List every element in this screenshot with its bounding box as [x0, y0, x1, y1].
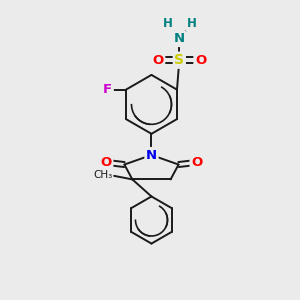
Text: S: S — [174, 53, 184, 67]
Text: N: N — [146, 148, 157, 161]
Text: H: H — [187, 17, 196, 30]
Text: CH₃: CH₃ — [93, 170, 112, 180]
Text: O: O — [152, 54, 164, 67]
Text: O: O — [100, 156, 112, 169]
Text: H: H — [163, 17, 173, 30]
Text: O: O — [191, 156, 202, 169]
Text: O: O — [195, 54, 206, 67]
Text: F: F — [103, 83, 112, 96]
Text: N: N — [174, 32, 185, 46]
